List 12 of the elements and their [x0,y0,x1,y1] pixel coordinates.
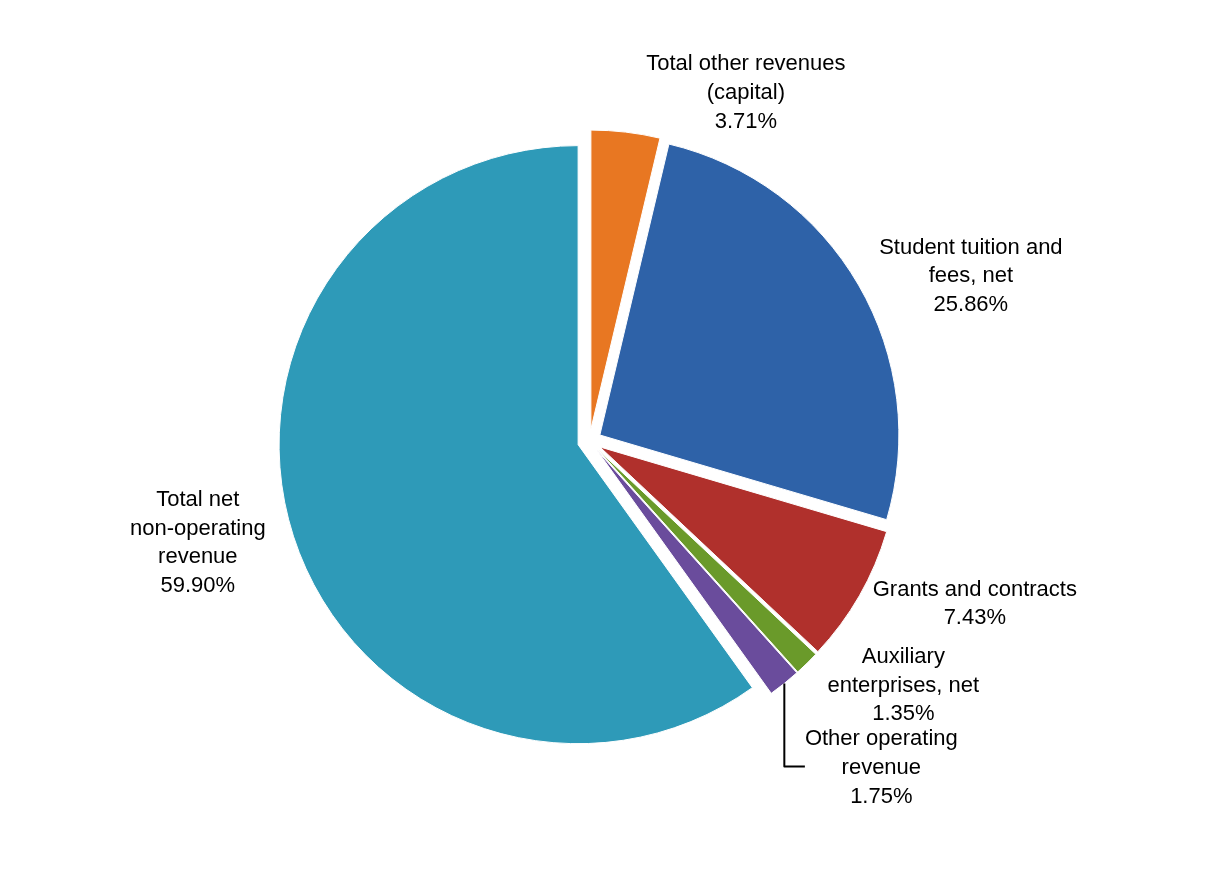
slice-label: Other operating revenue [804,725,958,780]
data-label: 1.35% [872,700,935,726]
slice-label: Total net non-operating revenue [129,485,266,569]
data-label: 7.43% [943,604,1007,630]
slice-label: Grants and contracts [872,575,1077,601]
data-label: 3.71% [714,107,778,133]
data-label: 25.86% [933,290,1009,316]
slice-label: Auxiliary enterprises, net [827,643,980,697]
slice-label: Student tuition and fees, net [879,233,1063,288]
data-label: 59.90% [160,571,236,597]
slice-label: Total other revenues (capital) [646,50,846,105]
data-label: 1.75% [850,782,913,808]
